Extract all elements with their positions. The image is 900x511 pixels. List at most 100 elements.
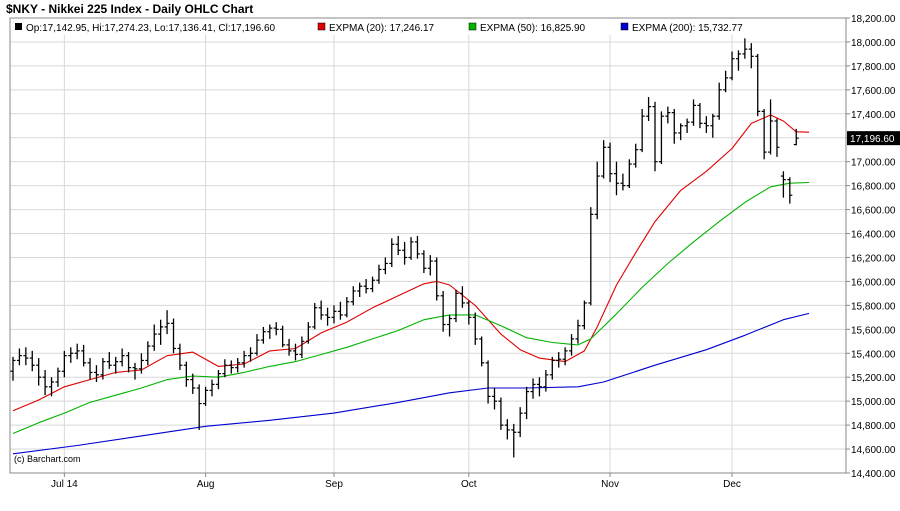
- ohlc-bar: [549, 356, 555, 380]
- y-tick-label: 18,000.00: [851, 38, 896, 49]
- ohlc-bar: [607, 142, 613, 183]
- ohlc-bar: [742, 38, 748, 59]
- ohlc-bar: [119, 348, 125, 367]
- legend: Op:17,142.95, Hi:17,274.23, Lo:17,136.41…: [11, 19, 845, 35]
- axis-layer: 14,400.00 14,600.00 14,800.00 15,000.00 15,2…: [51, 14, 900, 490]
- ohlc-bar: [113, 356, 119, 374]
- y-tick-label: 14,600.00: [851, 445, 896, 456]
- ema50-legend-swatch: [468, 22, 477, 31]
- ohlc-legend-swatch: [15, 23, 22, 30]
- x-tick-label: Aug: [197, 479, 215, 490]
- y-tick-label: 14,400.00: [851, 469, 896, 480]
- ohlc-bar: [440, 291, 446, 332]
- ohlc-bar: [93, 365, 99, 382]
- chart-title: $NKY - Nikkei 225 Index - Daily OHLC Cha…: [6, 2, 254, 16]
- ohlc-bar: [697, 103, 703, 129]
- ohlc-legend-label: Op:17,142.95, Hi:17,274.23, Lo:17,136.41…: [26, 23, 276, 34]
- ohlc-bar: [768, 99, 774, 155]
- y-tick-label: 16,800.00: [851, 182, 896, 193]
- ohlc-bar: [49, 377, 55, 397]
- ohlc-bar: [703, 116, 709, 133]
- ohlc-bar: [318, 300, 324, 320]
- ohlc-bar: [177, 343, 183, 371]
- ohlc-bar: [453, 289, 459, 323]
- y-tick-label: 16,400.00: [851, 230, 896, 241]
- x-tick-label: Sep: [325, 479, 343, 490]
- legend-background: [11, 19, 845, 35]
- ohlc-bar: [36, 358, 42, 386]
- ohlc-bar: [684, 118, 690, 133]
- ohlc-bar: [280, 325, 286, 348]
- ohlc-bar: [755, 53, 761, 117]
- ohlc-bar: [350, 286, 356, 306]
- ohlc-bar: [479, 336, 485, 367]
- ohlc-bar: [408, 237, 414, 260]
- ohlc-bar: [530, 378, 536, 399]
- ohlc-bar: [678, 123, 684, 141]
- ema20-legend-swatch: [317, 22, 326, 31]
- ohlc-bar: [16, 348, 22, 366]
- ohlc-bar: [81, 344, 87, 367]
- ohlc-bar: [710, 113, 716, 138]
- ohlc-bar: [382, 257, 388, 275]
- ohlc-bar: [292, 343, 298, 361]
- ohlc-bar: [556, 352, 562, 368]
- y-tick-label: 15,000.00: [851, 397, 896, 408]
- ohlc-bar: [183, 361, 189, 387]
- ohlc-bar: [402, 241, 408, 265]
- ohlc-bar: [42, 370, 48, 396]
- ohlc-bar: [665, 106, 671, 124]
- y-tick-label: 17,000.00: [851, 158, 896, 169]
- y-tick-label: 15,200.00: [851, 373, 896, 384]
- ohlc-bar: [793, 128, 799, 146]
- y-tick-label: 16,600.00: [851, 206, 896, 217]
- ohlc-bar: [569, 334, 575, 356]
- ohlc-bar: [524, 386, 530, 420]
- ohlc-bar: [652, 101, 658, 172]
- y-tick-label: 18,200.00: [851, 14, 896, 25]
- ohlc-bar: [222, 359, 228, 378]
- ohlc-bar: [273, 322, 279, 336]
- ema50-legend-label: EXPMA (50): 16,825.90: [480, 23, 586, 34]
- ohlc-bar: [613, 161, 619, 196]
- ohlc-bar: [215, 370, 221, 390]
- ohlc-bar: [138, 353, 144, 374]
- ohlc-bar: [421, 250, 427, 274]
- ohlc-bar: [447, 314, 453, 337]
- ohlc-bar: [787, 177, 793, 204]
- ohlc-bar: [575, 319, 581, 344]
- ohlc-bar: [716, 82, 722, 120]
- ohlc-bar: [562, 347, 568, 366]
- y-tick-label: 15,800.00: [851, 301, 896, 312]
- ohlc-bar: [267, 324, 273, 339]
- ohlc-bar: [511, 423, 517, 458]
- ohlc-bar: [517, 407, 523, 438]
- ohlc-bar: [312, 302, 318, 330]
- x-tick-label: Jul 14: [51, 479, 78, 490]
- ohlc-bar: [389, 238, 395, 268]
- ohlc-bar: [260, 326, 266, 344]
- ohlc-bar: [774, 118, 780, 157]
- ohlc-bar: [305, 322, 311, 344]
- ohlc-bar: [504, 419, 510, 440]
- ohlc-bar: [87, 358, 93, 380]
- y-tick-label: 17,400.00: [851, 110, 896, 121]
- ohlc-bar: [190, 373, 196, 394]
- ohlc-bar: [588, 207, 594, 306]
- x-tick-label: Dec: [723, 479, 741, 490]
- ohlc-bar: [671, 109, 677, 144]
- ohlc-bar: [132, 362, 138, 380]
- ema20-legend-label: EXPMA (20): 17,246.17: [329, 23, 435, 34]
- ohlc-bar: [228, 360, 234, 374]
- ohlc-bar: [780, 171, 786, 198]
- ohlc-bar: [492, 387, 497, 410]
- ohlc-bar: [325, 307, 331, 326]
- ohlc-bar: [241, 350, 247, 368]
- ohlc-bar: [29, 350, 35, 372]
- ohlc-bar: [164, 310, 170, 335]
- ohlc-bar: [536, 377, 542, 397]
- x-tick-label: Nov: [601, 479, 619, 490]
- ohlc-bar: [485, 360, 491, 404]
